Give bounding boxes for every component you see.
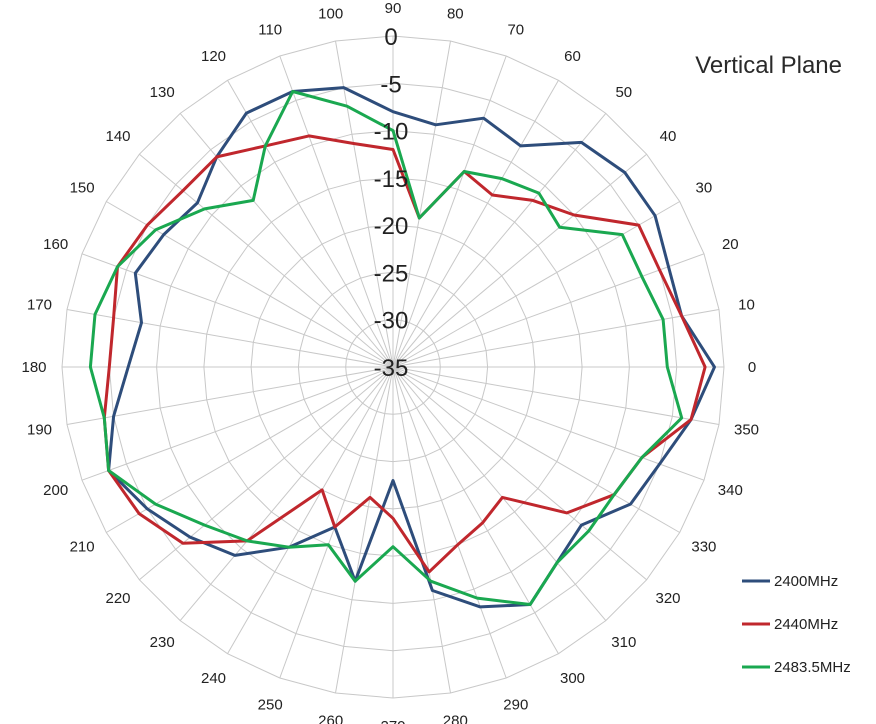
angle-tick-label: 130 [150, 84, 175, 101]
angle-tick-label: 30 [696, 180, 713, 197]
radial-tick-label: -20 [374, 213, 409, 240]
angle-tick-labels: 0 10 20 30 40 50 60 70 80 90 100 110 120 130 140 150 160… [21, 0, 759, 724]
series-line-2483-5mhz [88, 90, 684, 606]
angle-tick-label: 0 [748, 359, 756, 376]
angle-tick-label: 260 [318, 713, 343, 724]
radial-tick-label: -10 [374, 119, 409, 146]
angle-tick-label: 170 [27, 297, 52, 314]
grid-spoke [392, 113, 607, 368]
radial-tick-label: -5 [380, 71, 401, 98]
angle-tick-label: 80 [447, 6, 464, 23]
radial-tick-labels: 0 -5 -10 -15 -20 -25 -30 -35 [374, 24, 409, 382]
grid-spoke [392, 55, 507, 368]
grid-spoke [392, 366, 680, 533]
angle-tick-label: 230 [150, 634, 175, 651]
angle-tick-label: 190 [27, 421, 52, 438]
angle-tick-label: 270 [380, 718, 405, 724]
grid-spoke [179, 366, 394, 621]
legend-label: 2400MHz [774, 573, 838, 590]
grid-spoke [392, 309, 720, 368]
series-line-2440mhz [102, 134, 707, 574]
grid-spoke [227, 80, 394, 368]
grid-spoke [139, 153, 394, 368]
grid-spoke [227, 366, 394, 654]
grid-spoke [106, 201, 394, 368]
grid-spoke [392, 153, 647, 368]
grid-spoke [392, 366, 559, 654]
angle-tick-label: 300 [560, 670, 585, 687]
radial-tick-label: -25 [374, 260, 409, 287]
grid-spoke [335, 366, 394, 694]
grid-spoke [81, 366, 394, 481]
angle-tick-label: 210 [70, 539, 95, 556]
chart-title: Vertical Plane [695, 52, 842, 79]
angle-tick-label: 50 [615, 84, 632, 101]
angle-tick-label: 340 [718, 482, 743, 499]
angle-tick-label: 240 [201, 670, 226, 687]
grid-spoke [392, 201, 680, 368]
polar-grid [61, 35, 725, 699]
grid-spoke [392, 40, 451, 368]
grid-spoke [335, 40, 394, 368]
radial-tick-label: -35 [374, 355, 409, 382]
angle-tick-label: 110 [258, 22, 282, 39]
grid-spoke [392, 366, 647, 581]
grid-spoke [66, 309, 394, 368]
legend-label: 2440MHz [774, 616, 838, 633]
legend: 2400MHz 2440MHz 2483.5MHz [742, 573, 851, 676]
grid-spoke [66, 366, 394, 425]
grid-spoke [392, 366, 720, 425]
angle-tick-label: 70 [507, 22, 524, 39]
angle-tick-label: 10 [738, 297, 755, 314]
grid-spoke [81, 253, 394, 368]
grid-spoke [392, 253, 705, 368]
grid-spoke [392, 366, 705, 481]
angle-tick-label: 310 [611, 634, 636, 651]
grid-spoke [139, 366, 394, 581]
radial-tick-label: -30 [374, 308, 409, 335]
grid-spoke [392, 366, 507, 679]
angle-tick-label: 290 [503, 696, 528, 713]
angle-tick-label: 250 [258, 696, 283, 713]
angle-tick-label: 150 [70, 180, 95, 197]
grid-spoke [392, 366, 451, 694]
angle-tick-label: 100 [318, 6, 343, 23]
angle-tick-label: 330 [691, 539, 716, 556]
grid-spoke [179, 113, 394, 368]
grid-spoke [392, 366, 607, 621]
angle-tick-label: 60 [564, 48, 581, 65]
grid-spoke [279, 55, 394, 368]
angle-tick-label: 320 [655, 590, 680, 607]
radial-tick-label: -15 [374, 166, 409, 193]
angle-tick-label: 350 [734, 421, 759, 438]
radial-tick-label: 0 [384, 24, 397, 51]
angle-tick-label: 280 [443, 713, 468, 724]
legend-label: 2483.5MHz [774, 659, 851, 676]
series-lines [88, 86, 716, 609]
angle-tick-label: 220 [105, 590, 130, 607]
grid-spoke [392, 80, 559, 368]
angle-tick-label: 40 [660, 128, 677, 145]
angle-tick-label: 140 [105, 128, 130, 145]
angle-tick-label: 200 [43, 482, 68, 499]
angle-tick-label: 20 [722, 236, 739, 253]
angle-tick-label: 90 [385, 0, 402, 17]
angle-tick-label: 120 [201, 48, 226, 65]
angle-tick-label: 180 [21, 359, 46, 376]
grid-spoke [279, 366, 394, 679]
angle-tick-label: 160 [43, 236, 68, 253]
